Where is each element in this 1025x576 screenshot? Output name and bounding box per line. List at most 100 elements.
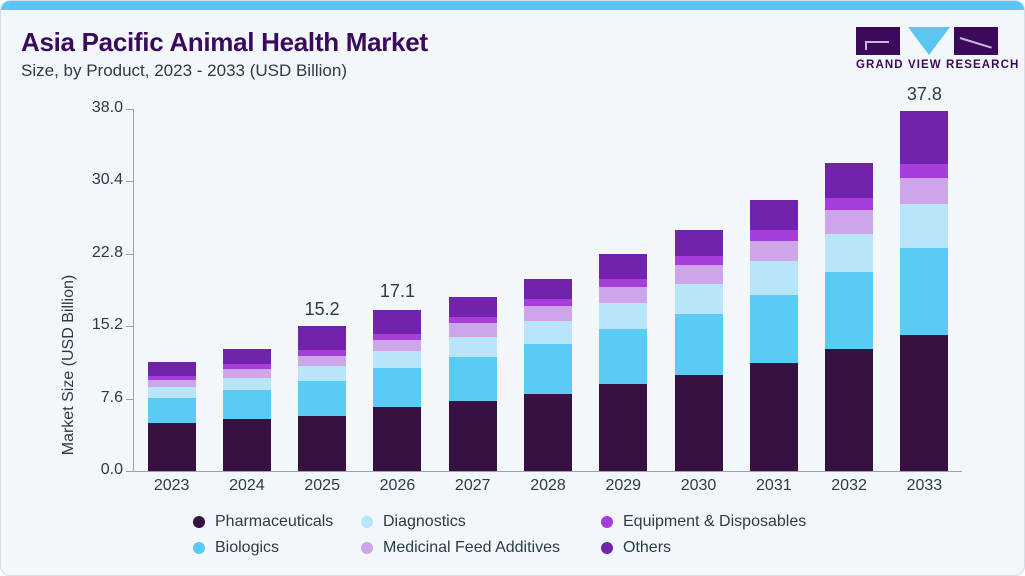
bar-segment[interactable] (674, 313, 723, 375)
legend-item[interactable]: Medicinal Feed Additives (361, 535, 560, 561)
bar-segment[interactable] (147, 362, 196, 376)
bar-segment[interactable] (524, 298, 572, 307)
bar-segment[interactable] (222, 369, 271, 378)
bar-segment[interactable] (524, 393, 572, 471)
bar-stack[interactable] (448, 296, 497, 471)
bar-segment[interactable] (674, 374, 723, 471)
bar-segment[interactable] (373, 339, 422, 351)
bar-segment[interactable] (900, 248, 949, 335)
bar-segment[interactable] (298, 350, 347, 356)
bar-segment[interactable] (373, 351, 422, 369)
bar-segment[interactable] (373, 310, 422, 334)
bar-segment[interactable] (448, 400, 497, 471)
bar-stack[interactable] (222, 349, 271, 471)
bar-segment[interactable] (147, 379, 196, 388)
bar-segment[interactable] (599, 253, 648, 279)
bar-segment[interactable] (599, 278, 648, 288)
bar-segment[interactable] (825, 349, 874, 471)
y-axis-tick-label: 30.4 (91, 171, 123, 189)
bar-segment[interactable] (825, 163, 874, 198)
bar-segment[interactable] (373, 333, 422, 340)
bar-segment[interactable] (599, 384, 648, 471)
bar-segment[interactable] (524, 278, 572, 299)
bar-segment[interactable] (825, 210, 874, 234)
x-axis-tick-label: 2025 (304, 477, 340, 494)
bar-stack[interactable] (900, 110, 949, 471)
bar-stack[interactable] (825, 163, 874, 471)
bar-segment[interactable] (599, 303, 648, 330)
bar-segment[interactable] (222, 390, 271, 419)
accent-top-bar (1, 1, 1024, 10)
bar-segment[interactable] (674, 230, 723, 256)
bar-segment[interactable] (373, 407, 422, 471)
bar-segment[interactable] (222, 349, 271, 365)
bar-segment[interactable] (825, 233, 874, 272)
bar-segment[interactable] (749, 240, 798, 262)
bar-segment[interactable] (222, 364, 271, 370)
bar-segment[interactable] (524, 306, 572, 322)
legend-item[interactable]: Others (601, 535, 806, 561)
bar-segment[interactable] (147, 375, 196, 380)
bar-segment[interactable] (900, 177, 949, 205)
bar-segment[interactable] (900, 164, 949, 178)
bar-stack[interactable] (749, 199, 798, 471)
bar-segment[interactable] (524, 321, 572, 345)
bar-segment[interactable] (448, 296, 497, 317)
bar-segment[interactable] (448, 336, 497, 357)
bar-segment[interactable] (298, 355, 347, 367)
bar-segment[interactable] (900, 334, 949, 471)
legend-label: Pharmaceuticals (215, 513, 334, 530)
x-axis-tick-label: 2032 (831, 477, 867, 494)
legend-item[interactable]: Equipment & Disposables (601, 509, 806, 535)
legend-column: Equipment & Disposables Others (601, 509, 806, 561)
bar-segment[interactable] (599, 287, 648, 304)
bar-segment[interactable] (825, 271, 874, 350)
y-axis-tick-label: 7.6 (100, 388, 123, 406)
legend-item[interactable]: Diagnostics (361, 509, 560, 535)
bar-stack[interactable] (524, 278, 572, 471)
bar-segment[interactable] (147, 423, 196, 471)
bar-segment[interactable] (599, 329, 648, 385)
bar-segment[interactable] (749, 230, 798, 241)
bar-stack[interactable] (674, 230, 723, 471)
bar-segment[interactable] (147, 397, 196, 424)
bar-stack[interactable] (599, 253, 648, 471)
x-axis-tick-label: 2024 (229, 477, 265, 494)
legend-label: Diagnostics (383, 513, 466, 530)
bar-segment[interactable] (524, 344, 572, 394)
bar-segment[interactable] (749, 294, 798, 364)
bar-segment[interactable] (222, 377, 271, 391)
logo-marks (856, 27, 1006, 55)
bar-segment[interactable] (298, 366, 347, 382)
bar-segment[interactable] (298, 381, 347, 416)
bar-segment[interactable] (825, 197, 874, 211)
bar-segment[interactable] (448, 316, 497, 324)
legend-swatch-icon (601, 516, 613, 528)
plot-area (134, 109, 962, 471)
bar-segment[interactable] (900, 204, 949, 249)
bar-segment[interactable] (298, 326, 347, 351)
legend-item[interactable]: Pharmaceuticals (193, 509, 333, 535)
bar-stack[interactable] (373, 310, 422, 471)
x-axis-tick-label: 2033 (906, 477, 943, 494)
bar-segment[interactable] (749, 261, 798, 295)
x-axis-tick-label: 2027 (454, 477, 491, 494)
bar-segment[interactable] (900, 110, 949, 165)
page-subtitle: Size, by Product, 2023 - 2033 (USD Billi… (21, 61, 347, 80)
bar-segment[interactable] (448, 323, 497, 337)
bar-segment[interactable] (222, 418, 271, 471)
bar-segment[interactable] (448, 356, 497, 401)
bar-segment[interactable] (674, 265, 723, 285)
legend-column: Pharmaceuticals Biologics (193, 509, 333, 561)
legend-item[interactable]: Biologics (193, 535, 333, 561)
bar-segment[interactable] (298, 415, 347, 471)
bar-segment[interactable] (373, 368, 422, 408)
bar-stack[interactable] (147, 362, 196, 471)
bar-segment[interactable] (749, 363, 798, 471)
x-axis-tick-label: 2023 (153, 477, 190, 494)
bar-stack[interactable] (298, 326, 347, 471)
bar-segment[interactable] (147, 387, 196, 398)
bar-segment[interactable] (674, 284, 723, 314)
bar-segment[interactable] (749, 199, 798, 231)
bar-segment[interactable] (674, 255, 723, 266)
